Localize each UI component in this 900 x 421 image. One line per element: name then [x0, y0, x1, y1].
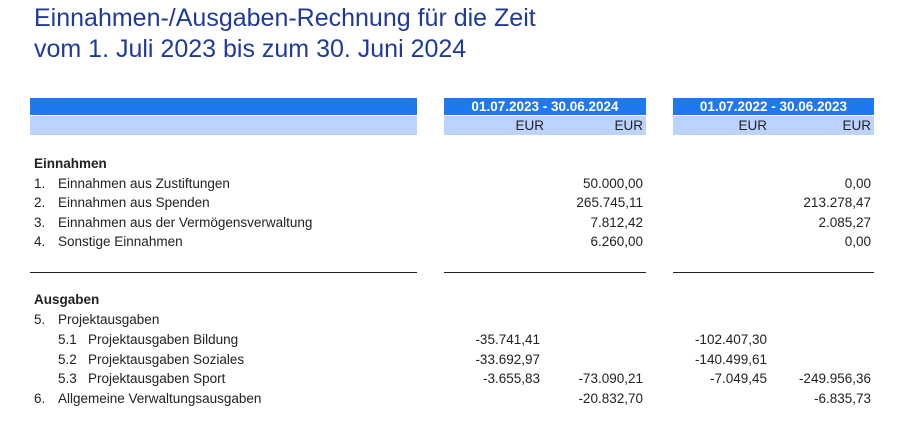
currency-current-total: EUR [614, 118, 643, 133]
prior-total-value: -249.956,36 [798, 371, 871, 386]
prior-total-value: 0,00 [844, 234, 871, 249]
row-label: Projektausgaben [58, 312, 160, 327]
currency-current-detail: EUR [515, 118, 544, 133]
current-total-value: 50.000,00 [582, 176, 643, 191]
table-row: 5.1 Projektausgaben Bildung -35.741,41 -… [0, 330, 900, 350]
row-label: Sonstige Einnahmen [58, 234, 183, 249]
section-heading-expenses: Ausgaben [0, 290, 900, 310]
row-number: 5.3 [58, 371, 77, 386]
row-label: Einnahmen aus der Vermögensverwaltung [58, 215, 313, 230]
table-row: 6. Allgemeine Verwaltungsausgaben -20.83… [0, 389, 900, 409]
table-row: 4. Sonstige Einnahmen 6.260,00 0,00 [0, 232, 900, 252]
subheader-bar-prior-period [673, 116, 874, 135]
row-number: 5. [34, 312, 46, 327]
subheader-bar-label-column [30, 116, 417, 135]
current-total-value: 6.260,00 [590, 234, 643, 249]
prior-total-value: -6.835,73 [813, 391, 871, 406]
table-row: 5.2 Projektausgaben Soziales -33.692,97 … [0, 350, 900, 370]
row-label: Projektausgaben Soziales [88, 352, 245, 367]
table-row: 5. Projektausgaben [0, 310, 900, 330]
subheader-bar-current-period [444, 116, 646, 135]
divider-label-column [30, 272, 417, 273]
prior-total-value: 0,00 [844, 176, 871, 191]
row-number: 1. [34, 176, 46, 191]
row-label: Allgemeine Verwaltungsausgaben [58, 391, 262, 406]
header-bar-current-period [444, 98, 646, 115]
current-total-value: -73.090,21 [578, 371, 643, 386]
row-number: 3. [34, 215, 46, 230]
divider-current-period [444, 272, 646, 273]
prior-total-value: 2.085,27 [818, 215, 871, 230]
current-total-value: 7.812,42 [590, 215, 643, 230]
row-number: 6. [34, 391, 46, 406]
header-bar-label-column [30, 98, 417, 115]
row-label: Einnahmen aus Zustiftungen [58, 176, 230, 191]
title-line-2: vom 1. Juli 2023 bis zum 30. Juni 2024 [34, 35, 467, 63]
header-bar-prior-period [673, 98, 874, 115]
row-label: Einnahmen aus Spenden [58, 195, 210, 210]
table-row: 2. Einnahmen aus Spenden 265.745,11 213.… [0, 193, 900, 213]
prior-total-value: 213.278,47 [803, 195, 871, 210]
currency-prior-total: EUR [842, 118, 871, 133]
current-total-value: 265.745,11 [576, 195, 643, 210]
page-title: Einnahmen-/Ausgaben-Rechnung für die Zei… [34, 3, 536, 65]
title-line-1: Einnahmen-/Ausgaben-Rechnung für die Zei… [34, 4, 536, 32]
income-heading: Einnahmen [34, 156, 107, 171]
row-number: 4. [34, 234, 46, 249]
table-row: 3. Einnahmen aus der Vermögensverwaltung… [0, 213, 900, 233]
current-detail-value: -33.692,97 [475, 352, 540, 367]
prior-detail-value: -7.049,45 [709, 371, 767, 386]
section-heading-income: Einnahmen [0, 154, 900, 174]
table-row: 1. Einnahmen aus Zustiftungen 50.000,00 … [0, 174, 900, 194]
period-current-heading: 01.07.2023 - 30.06.2024 [471, 99, 619, 114]
expenses-heading: Ausgaben [34, 292, 100, 307]
current-detail-value: -35.741,41 [475, 332, 540, 347]
period-prior-heading: 01.07.2022 - 30.06.2023 [699, 99, 848, 114]
row-number: 5.1 [58, 332, 77, 347]
row-label: Projektausgaben Sport [88, 371, 226, 386]
current-detail-value: -3.655,83 [482, 371, 540, 386]
row-number: 5.2 [58, 352, 77, 367]
prior-detail-value: -140.499,61 [694, 352, 767, 367]
currency-prior-detail: EUR [738, 118, 767, 133]
table-row: 5.3 Projektausgaben Sport -3.655,83 -73.… [0, 369, 900, 389]
prior-detail-value: -102.407,30 [694, 332, 767, 347]
row-label: Projektausgaben Bildung [88, 332, 239, 347]
divider-prior-period [673, 272, 874, 273]
row-number: 2. [34, 195, 46, 210]
current-total-value: -20.832,70 [578, 391, 643, 406]
